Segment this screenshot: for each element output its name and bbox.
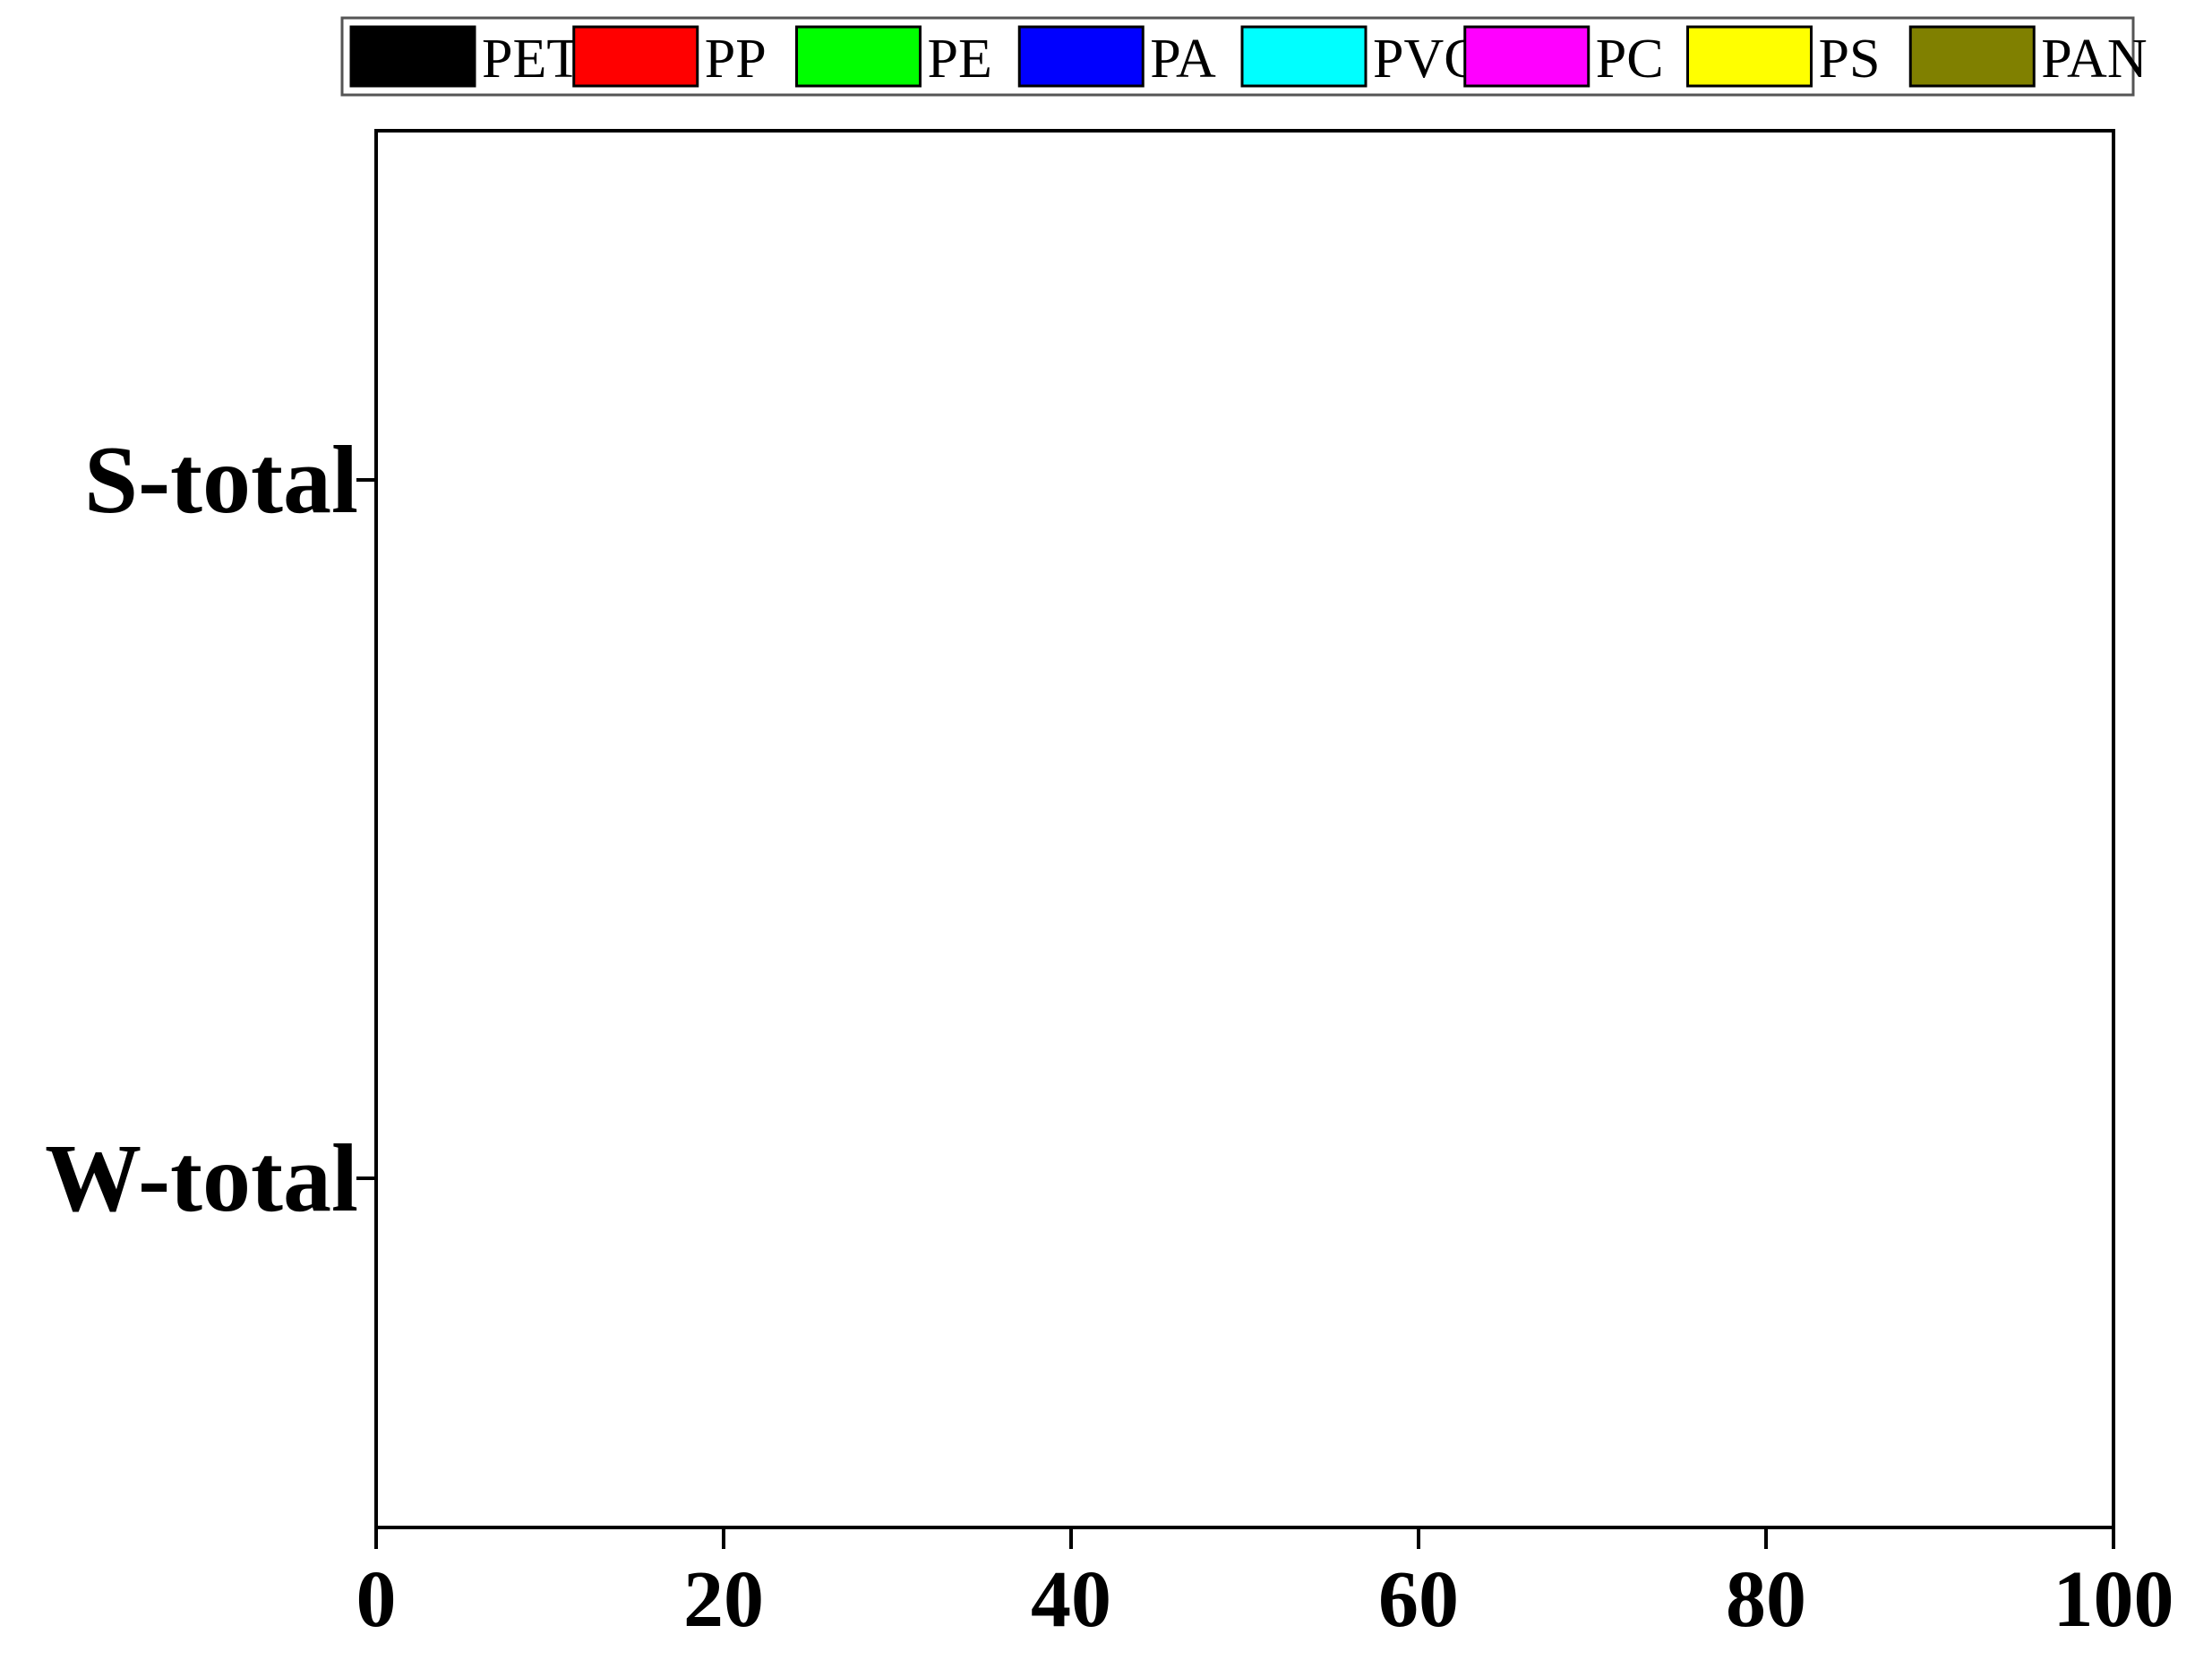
legend-label-pan: PAN (2041, 29, 2147, 90)
y-tick-label-s-total: S-total (84, 427, 358, 534)
x-tick-label-100: 100 (2053, 1555, 2174, 1644)
legend-swatch-pan (1908, 25, 2036, 88)
x-tick-label-20: 20 (683, 1555, 764, 1644)
legend-swatch-ps (1686, 25, 1813, 88)
legend-swatch-pet (349, 25, 476, 88)
legend-label-pc: PC (1596, 29, 1664, 90)
legend-label-pa: PA (1150, 29, 1216, 90)
legend-swatch-pa (1017, 25, 1145, 88)
legend-label-pe: PE (928, 29, 992, 90)
legend-swatch-pvc (1240, 25, 1367, 88)
x-tick-label-0: 0 (356, 1555, 397, 1644)
legend-swatch-pe (795, 25, 922, 88)
y-tick-label-w-total: W-total (45, 1125, 358, 1232)
plot-frame (374, 129, 2115, 1529)
x-tick-label-80: 80 (1726, 1555, 1806, 1644)
legend-label-pp: PP (705, 29, 767, 90)
legend-swatch-pc (1463, 25, 1590, 88)
x-tick-label-60: 60 (1378, 1555, 1459, 1644)
legend-label-pvc: PVC (1373, 29, 1481, 90)
axes: S-total W-total 0 20 40 60 80 100 (45, 129, 2174, 1644)
x-tick-label-40: 40 (1031, 1555, 1111, 1644)
legend-swatch-pp (572, 25, 699, 88)
legend: PET PP PE PA PVC PC PS PAN (340, 16, 2148, 97)
legend-label-pet: PET (482, 29, 580, 90)
legend-label-ps: PS (1819, 29, 1881, 90)
